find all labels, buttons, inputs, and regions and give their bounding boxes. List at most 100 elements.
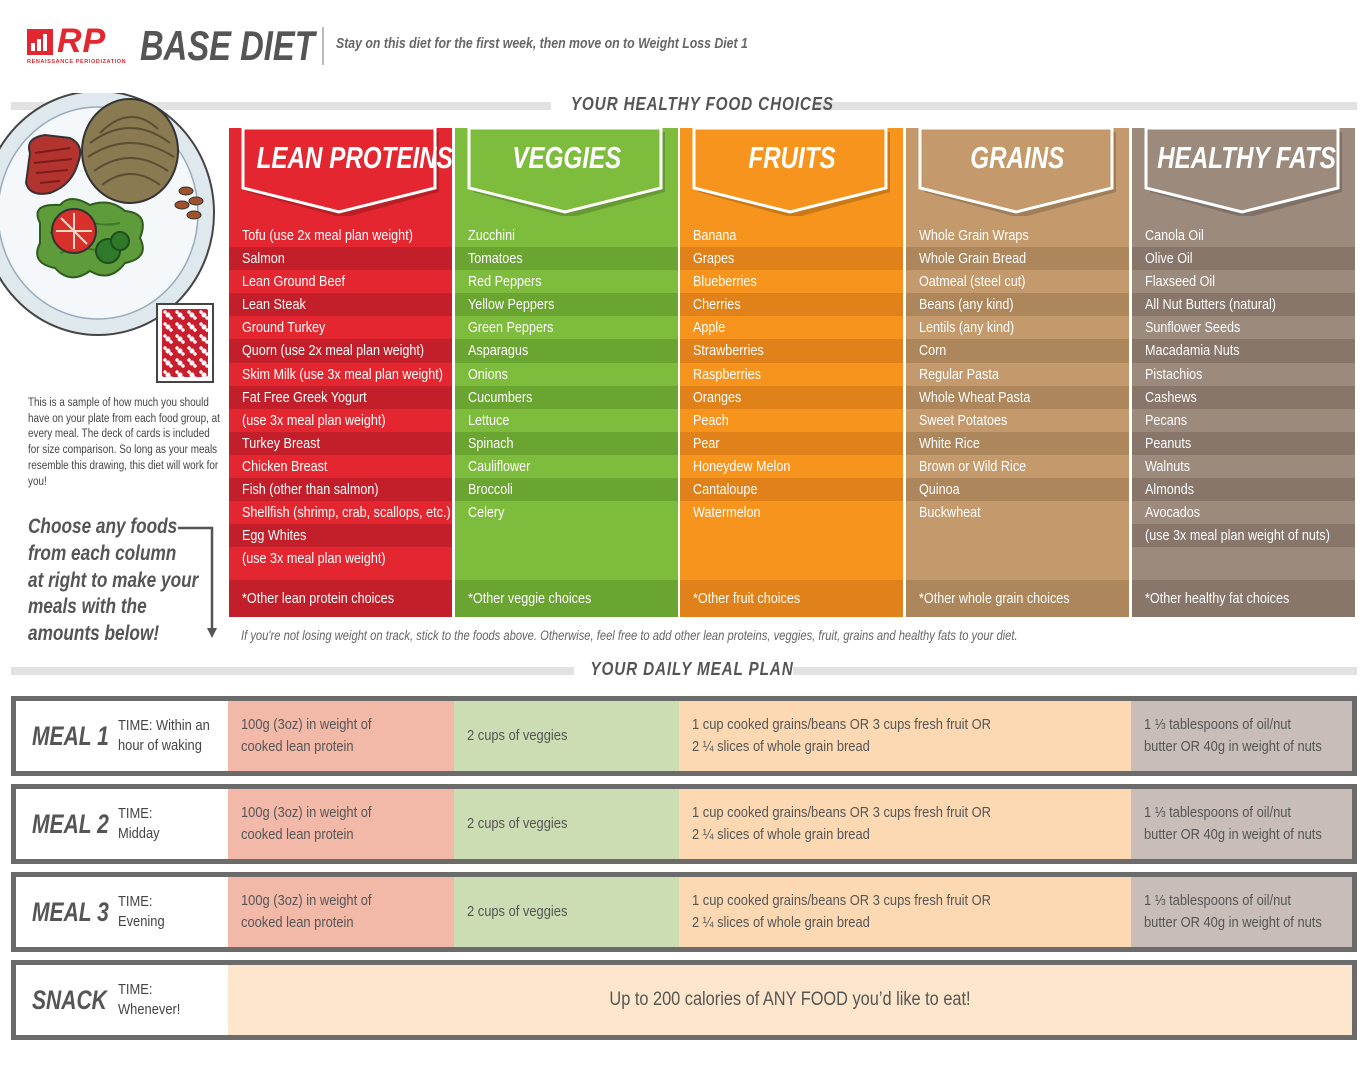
column-fats: HEALTHY FATS Canola Oil Olive Oil Flaxseed … bbox=[1132, 128, 1355, 617]
food-item: Walnuts bbox=[1132, 454, 1355, 479]
snack-description: Up to 200 calories of ANY FOOD you’d lik… bbox=[228, 965, 1352, 1035]
section-rule-left bbox=[11, 667, 574, 675]
food-item: (use 3x meal plan weight) bbox=[229, 547, 452, 571]
food-item: Red Peppers bbox=[455, 270, 678, 294]
meal-time: TIME: Evening bbox=[118, 893, 165, 930]
food-item: Lean Ground Beef bbox=[229, 270, 452, 294]
food-item: Cauliflower bbox=[455, 454, 678, 479]
food-item: Sunflower Seeds bbox=[1132, 316, 1355, 340]
food-item: Apple bbox=[680, 316, 903, 340]
food-item: (use 3x meal plan weight) bbox=[229, 408, 452, 432]
food-item: Zucchini bbox=[455, 224, 678, 248]
food-item: Whole Grain Wraps bbox=[906, 224, 1129, 248]
choose-line: amounts below! bbox=[28, 622, 160, 646]
column-fruits: FRUITS Banana Grapes Blueberries Cherries App… bbox=[680, 128, 903, 617]
food-item: Onions bbox=[455, 362, 678, 386]
page-subtitle: Stay on this diet for the first week, th… bbox=[336, 35, 748, 52]
meal-fats-amount: 1 ⅓ tablespoons of oil/nut butter OR 40g … bbox=[1131, 789, 1352, 859]
choose-line: meals with the bbox=[28, 595, 147, 619]
food-item: Oatmeal (steel cut) bbox=[906, 270, 1129, 294]
other-choices: *Other lean protein choices bbox=[229, 580, 452, 617]
food-item: Buckwheat bbox=[906, 501, 1129, 525]
food-item: Tofu (use 2x meal plan weight) bbox=[229, 224, 452, 248]
other-choices: *Other whole grain choices bbox=[906, 580, 1129, 617]
food-list: Canola Oil Olive Oil Flaxseed Oil All Nut B… bbox=[1132, 224, 1355, 548]
food-choices-heading: YOUR HEALTHY FOOD CHOICES bbox=[570, 94, 834, 114]
column-banner bbox=[241, 128, 439, 216]
food-item: Beans (any kind) bbox=[906, 293, 1129, 317]
food-item: Skim Milk (use 3x meal plan weight) bbox=[229, 362, 452, 386]
meal-fats-amount: 1 ⅓ tablespoons of oil/nut butter OR 40g … bbox=[1131, 877, 1352, 947]
section-rule-left bbox=[11, 102, 551, 110]
column-heading: VEGGIES bbox=[512, 140, 621, 175]
logo-tagline: RENAISSANCE PERIODIZATION bbox=[27, 59, 127, 65]
meal-fats-amount: 1 ⅓ tablespoons of oil/nut butter OR 40g … bbox=[1131, 701, 1352, 771]
food-item: Salmon bbox=[229, 247, 452, 271]
meal-veggies-amount: 2 cups of veggies bbox=[454, 877, 679, 947]
choose-line: Choose any foods bbox=[28, 515, 178, 538]
meal-carbs-amount: 1 cup cooked grains/beans OR 3 cups fres… bbox=[679, 789, 1131, 859]
meal-name: MEAL 1 bbox=[32, 720, 109, 751]
food-item: Canola Oil bbox=[1132, 224, 1355, 248]
meal-name: SNACK bbox=[32, 984, 107, 1015]
meal-carbs-amount: 1 cup cooked grains/beans OR 3 cups fres… bbox=[679, 877, 1131, 947]
food-item: (use 3x meal plan weight of nuts) bbox=[1132, 524, 1355, 548]
food-item: Green Peppers bbox=[455, 316, 678, 340]
page-title: BASE DIET bbox=[140, 22, 315, 69]
logo-text: RP bbox=[57, 22, 107, 60]
column-banner bbox=[467, 128, 665, 216]
meal-protein-amount: 100g (3oz) in weight of cooked lean prote… bbox=[228, 877, 454, 947]
food-item: Shellfish (shrimp, crab, scallops, etc.) bbox=[229, 501, 452, 525]
food-item: Oranges bbox=[680, 385, 903, 409]
choose-line: from each column bbox=[28, 541, 177, 565]
food-item: Tomatoes bbox=[455, 247, 678, 271]
food-item: Strawberries bbox=[680, 339, 903, 363]
rp-logo: RP RENAISSANCE PERIODIZATION bbox=[27, 22, 133, 65]
section-rule-right bbox=[793, 667, 1357, 675]
food-item: Cashews bbox=[1132, 385, 1355, 409]
meal-protein-amount: 100g (3oz) in weight of cooked lean prote… bbox=[228, 701, 454, 771]
food-item: Yellow Peppers bbox=[455, 293, 678, 317]
food-list: Banana Grapes Blueberries Cherries Apple Stra… bbox=[680, 224, 903, 525]
food-item: Lean Steak bbox=[229, 293, 452, 317]
food-item: Avocados bbox=[1132, 501, 1355, 525]
food-item: Chicken Breast bbox=[229, 454, 452, 479]
meal-carbs-amount: 1 cup cooked grains/beans OR 3 cups fres… bbox=[679, 701, 1131, 771]
plate-illustration bbox=[0, 93, 215, 336]
column-banner bbox=[1144, 128, 1342, 216]
food-item: Macadamia Nuts bbox=[1132, 339, 1355, 363]
food-item: Cantaloupe bbox=[680, 478, 903, 502]
column-proteins: LEAN PROTEINS Tofu (use 2x meal plan weig… bbox=[229, 128, 453, 617]
sample-plate-description: This is a sample of how much you should … bbox=[28, 397, 220, 488]
food-item: Egg Whites bbox=[229, 524, 452, 548]
food-item: Fat Free Greek Yogurt bbox=[229, 385, 452, 409]
other-choices: *Other fruit choices bbox=[680, 580, 903, 617]
food-item: Regular Pasta bbox=[906, 362, 1129, 386]
column-banner bbox=[918, 128, 1116, 216]
section-rule-right bbox=[816, 102, 1357, 110]
food-item: White Rice bbox=[906, 431, 1129, 455]
title-divider bbox=[322, 27, 324, 65]
food-item: Whole Wheat Pasta bbox=[906, 385, 1129, 409]
food-item: Corn bbox=[906, 339, 1129, 363]
food-list: Whole Grain Wraps Whole Grain Bread Oatmea… bbox=[906, 224, 1129, 525]
food-item: Sweet Potatoes bbox=[906, 408, 1129, 432]
meal-time: TIME: Whenever! bbox=[118, 981, 181, 1018]
column-veggies: VEGGIES Zucchini Tomatoes Red Peppers Yellow… bbox=[455, 128, 678, 617]
food-item: Asparagus bbox=[455, 339, 678, 363]
meal-veggies-amount: 2 cups of veggies bbox=[454, 701, 679, 771]
food-item: Banana bbox=[680, 224, 903, 248]
meal-name: MEAL 2 bbox=[32, 808, 109, 839]
food-item: Pecans bbox=[1132, 408, 1355, 432]
arrow-down-icon bbox=[178, 526, 217, 638]
food-item: Ground Turkey bbox=[229, 316, 452, 340]
meal-row-3: MEAL 3 TIME: Evening 100g (3oz) in weight o… bbox=[11, 872, 1357, 952]
deck-of-cards-illustration bbox=[156, 303, 214, 383]
food-item: Quorn (use 2x meal plan weight) bbox=[229, 339, 452, 363]
food-item: Turkey Breast bbox=[229, 431, 452, 455]
food-item: Grapes bbox=[680, 247, 903, 271]
food-item: Lettuce bbox=[455, 408, 678, 432]
bar-chart-logo-icon bbox=[27, 29, 53, 55]
food-item: Brown or Wild Rice bbox=[906, 454, 1129, 479]
food-item: Broccoli bbox=[455, 478, 678, 502]
